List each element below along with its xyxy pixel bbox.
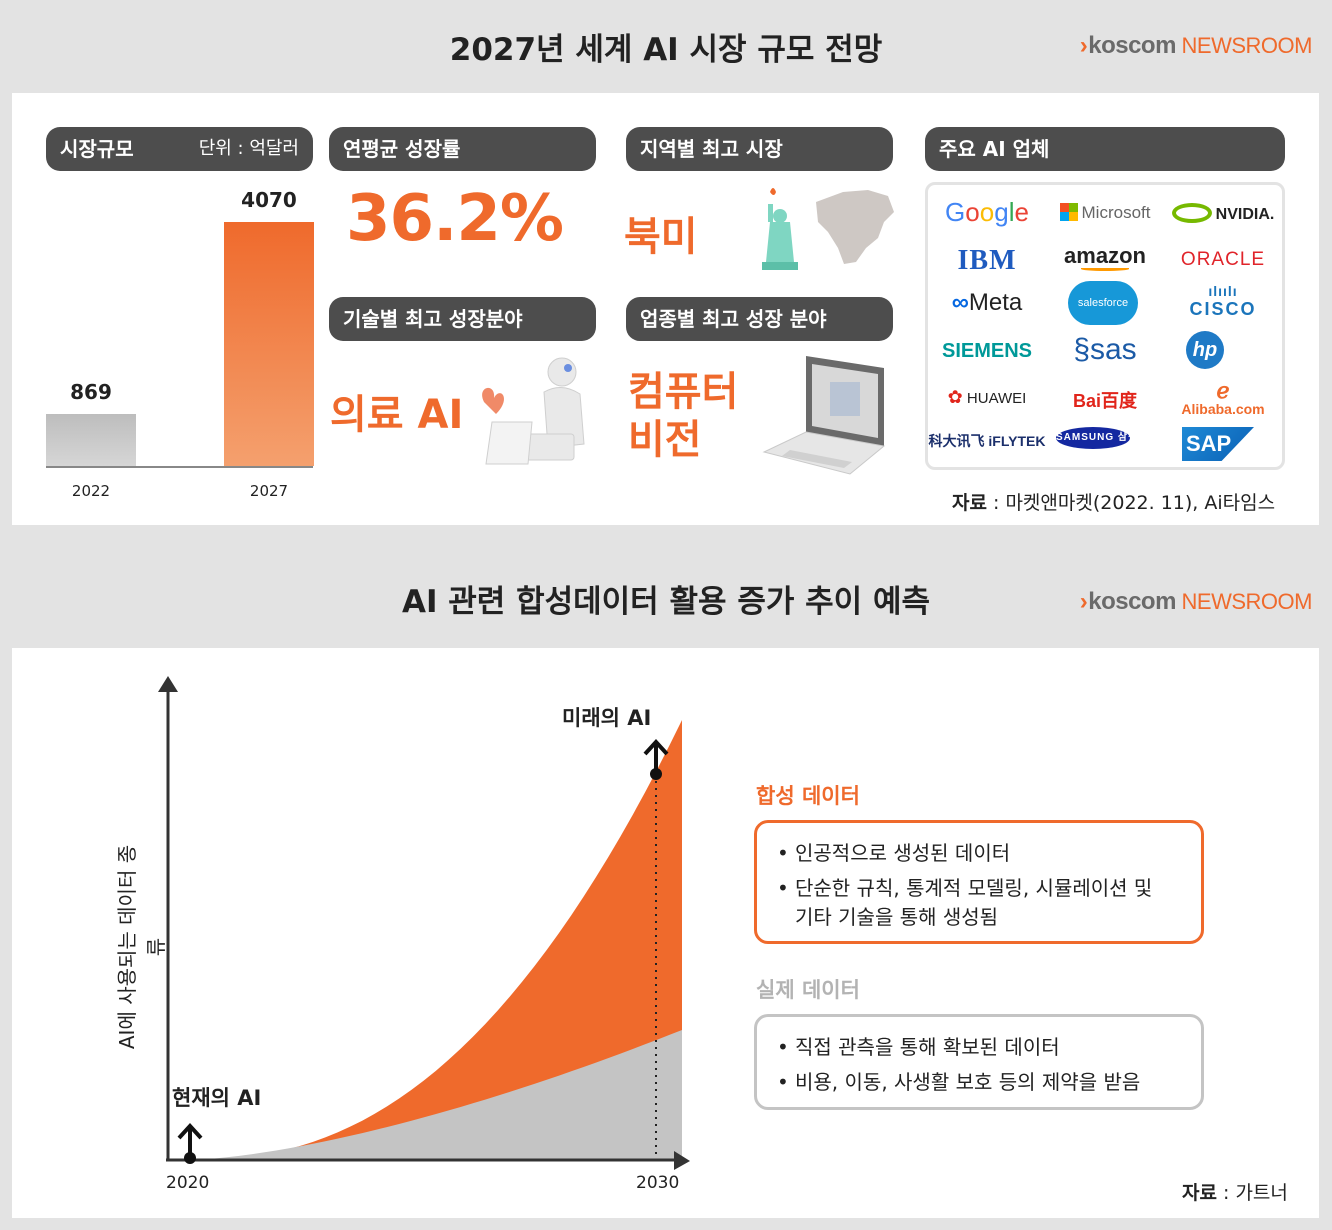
bar-year-2022: 2022	[71, 482, 111, 500]
source-bottom: 자료 : 가트너	[1182, 1182, 1288, 1204]
infographic-title-2: AI 관련 합성데이터 활용 증가 추이 예측	[401, 584, 931, 620]
infographic-title-1: 2027년 세계 AI 시장 규모 전망	[449, 32, 883, 68]
real-item-2: 비용, 이동, 사생활 보호 등의 제약을 받음	[777, 1068, 1201, 1097]
company-logos-box: Google Microsoft NVIDIA. IBM amazon ORAC…	[925, 182, 1285, 470]
x-axis-arrow	[674, 1151, 690, 1170]
y-axis-arrow	[158, 676, 178, 692]
future-arrow-icon	[643, 739, 669, 780]
synthetic-data-area-chart	[158, 676, 690, 1170]
synthetic-item-1: 인공적으로 생성된 데이터	[777, 839, 1201, 868]
legend-synthetic-title: 합성 데이터	[756, 784, 860, 808]
huawei-logo: ✿ HUAWEI	[947, 387, 1027, 407]
industry-value: 컴퓨터 비전	[628, 368, 738, 464]
synthetic-data-area	[190, 720, 682, 1160]
north-america-statue-icon	[762, 188, 894, 270]
real-item-1: 직접 관측을 통해 확보된 데이터	[777, 1033, 1201, 1062]
siemens-logo: SIEMENS	[941, 340, 1033, 362]
hp-logo: hp	[1186, 331, 1224, 369]
ibm-logo: IBM	[957, 245, 1017, 276]
iflytek-logo: 科大讯飞 iFLYTEK	[928, 433, 1046, 449]
meta-logo: ∞Meta	[951, 289, 1023, 316]
salesforce-logo: salesforce	[1068, 281, 1138, 325]
alibaba-logo: ℯ Alibaba.com	[1181, 378, 1265, 418]
baidu-logo: Bai百度	[1072, 391, 1137, 411]
legend-real-title: 실제 데이터	[756, 978, 860, 1002]
source-top: 자료 : 마켓앤마켓(2022. 11), Ai타임스	[952, 492, 1276, 514]
samsung-logo: SAMSUNG 삼성전자	[1056, 427, 1158, 449]
bar-value-2027: 4070	[241, 188, 297, 212]
legend-real-box: 직접 관측을 통해 확보된 데이터 비용, 이동, 사생활 보호 등의 제약을 …	[754, 1014, 1204, 1110]
amazon-logo: amazon	[1046, 243, 1164, 271]
industry-value-line1: 컴퓨터	[628, 369, 739, 415]
bar-value-2022: 869	[70, 379, 112, 404]
tech-value: 의료 AI	[330, 392, 464, 438]
x-tick-2030: 2030	[636, 1173, 680, 1193]
x-tick-2020: 2020	[166, 1173, 210, 1193]
medical-robot-icon	[482, 357, 585, 465]
cagr-label: 연평균 성장률	[329, 127, 596, 171]
laptop-icon	[762, 356, 886, 475]
sap-logo: SAP	[1182, 427, 1254, 461]
companies-label: 주요 AI 업체	[925, 127, 1285, 171]
synthetic-item-2: 단순한 규칙, 통계적 모델링, 시뮬레이션 및 기타 기술을 통해 생성됨	[777, 874, 1201, 932]
brand-logo-1: ›koscom NEWSROOM	[1079, 32, 1313, 59]
market-size-label: 시장규모 단위 : 억달러	[46, 127, 313, 171]
microsoft-logo: Microsoft	[1046, 203, 1164, 223]
bar-2027	[224, 222, 314, 466]
nvidia-logo: NVIDIA.	[1164, 203, 1282, 224]
annotation-future-ai: 미래의 AI	[562, 706, 652, 730]
y-axis-label: AI에 사용되는 데이터 종류	[115, 844, 168, 1050]
industry-label: 업종별 최고 성장 분야	[626, 297, 893, 341]
bar-2022	[46, 413, 136, 466]
industry-value-line2: 비전	[628, 417, 702, 463]
google-logo: Google	[945, 197, 1029, 227]
oracle-logo: ORACLE	[1180, 249, 1266, 270]
cisco-logo: ılıılı CISCO	[1189, 283, 1257, 319]
tech-label: 기술별 최고 성장분야	[329, 297, 596, 341]
now-arrow-icon	[177, 1123, 203, 1164]
bar-year-2027: 2027	[249, 482, 289, 500]
region-value: 북미	[624, 214, 698, 260]
brand-logo-2: ›koscom NEWSROOM	[1079, 588, 1313, 615]
region-label: 지역별 최고 시장	[626, 127, 893, 171]
legend-synthetic-box: 인공적으로 생성된 데이터 단순한 규칙, 통계적 모델링, 시뮬레이션 및 기…	[754, 820, 1204, 944]
bar-baseline	[46, 466, 313, 468]
annotation-current-ai: 현재의 AI	[172, 1086, 262, 1110]
sas-logo: §sas	[1073, 333, 1137, 366]
real-data-area	[190, 1030, 682, 1160]
cagr-value: 36.2%	[346, 182, 564, 256]
unit-label: 단위 : 억달러	[198, 138, 299, 159]
